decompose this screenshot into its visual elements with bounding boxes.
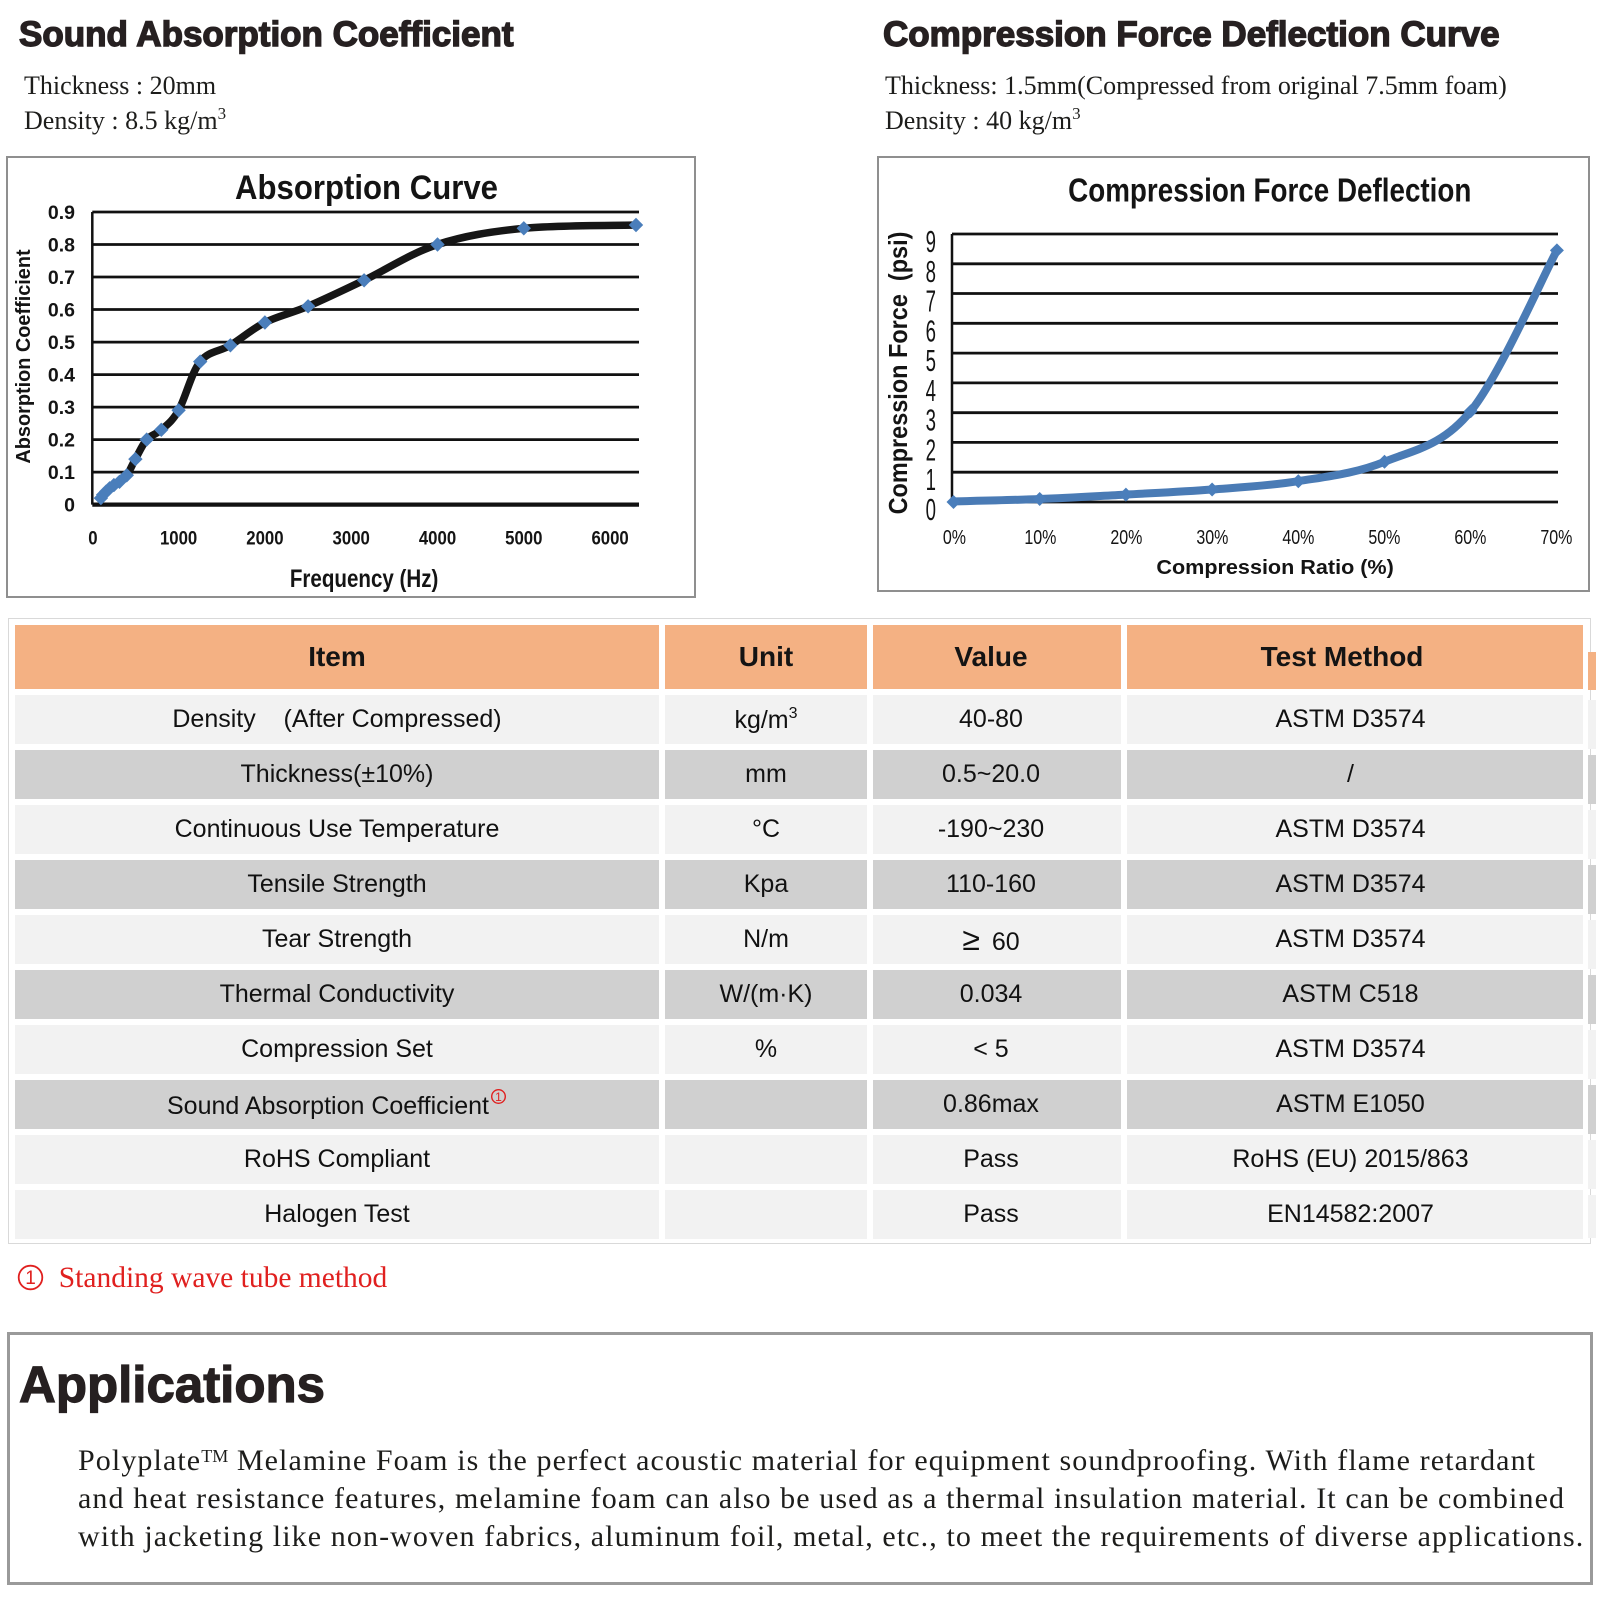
svg-text:4000: 4000 <box>419 527 456 548</box>
svg-text:9: 9 <box>926 225 936 259</box>
svg-text:0.4: 0.4 <box>48 365 75 387</box>
svg-text:1: 1 <box>495 1090 502 1104</box>
svg-text:Absorption Coefficient: Absorption Coefficient <box>13 249 35 464</box>
svg-text:0.3: 0.3 <box>48 397 75 419</box>
svg-text:7: 7 <box>926 285 936 319</box>
svg-text:6000: 6000 <box>591 527 628 548</box>
svg-text:Compression Ratio (%): Compression Ratio (%) <box>1156 557 1393 579</box>
svg-text:50%: 50% <box>1368 526 1400 548</box>
svg-text:0.1: 0.1 <box>48 462 75 484</box>
svg-text:20%: 20% <box>1110 526 1142 548</box>
svg-text:Compression Force Deflection: Compression Force Deflection <box>1068 172 1471 209</box>
svg-text:2000: 2000 <box>246 527 283 548</box>
svg-text:0: 0 <box>926 493 936 527</box>
svg-text:0.8: 0.8 <box>48 235 75 257</box>
svg-text:Frequency (Hz): Frequency (Hz) <box>290 564 438 592</box>
svg-text:1: 1 <box>926 464 936 498</box>
svg-text:6: 6 <box>926 315 936 349</box>
svg-text:4: 4 <box>926 374 936 408</box>
svg-text:1000: 1000 <box>160 527 197 548</box>
svg-text:5: 5 <box>926 344 936 378</box>
svg-text:2: 2 <box>926 434 936 468</box>
svg-text:0.2: 0.2 <box>48 430 75 452</box>
svg-text:3: 3 <box>926 404 936 438</box>
svg-text:0.5: 0.5 <box>48 332 75 354</box>
svg-text:0.7: 0.7 <box>48 267 75 289</box>
svg-text:30%: 30% <box>1196 526 1228 548</box>
svg-text:0.6: 0.6 <box>48 300 75 322</box>
svg-text:60%: 60% <box>1454 526 1486 548</box>
svg-text:Compression Force (psi): Compression Force (psi) <box>885 232 913 515</box>
svg-text:10%: 10% <box>1024 526 1056 548</box>
svg-text:0: 0 <box>64 495 75 517</box>
svg-text:40%: 40% <box>1282 526 1314 548</box>
svg-text:70%: 70% <box>1540 526 1572 548</box>
svg-text:Absorption Curve: Absorption Curve <box>235 168 498 207</box>
svg-text:0.9: 0.9 <box>48 202 75 224</box>
svg-text:8: 8 <box>926 255 936 289</box>
svg-text:0: 0 <box>88 527 97 548</box>
svg-text:3000: 3000 <box>333 527 370 548</box>
svg-text:5000: 5000 <box>505 527 542 548</box>
svg-text:0%: 0% <box>943 526 966 548</box>
svg-text:1: 1 <box>25 1268 36 1289</box>
